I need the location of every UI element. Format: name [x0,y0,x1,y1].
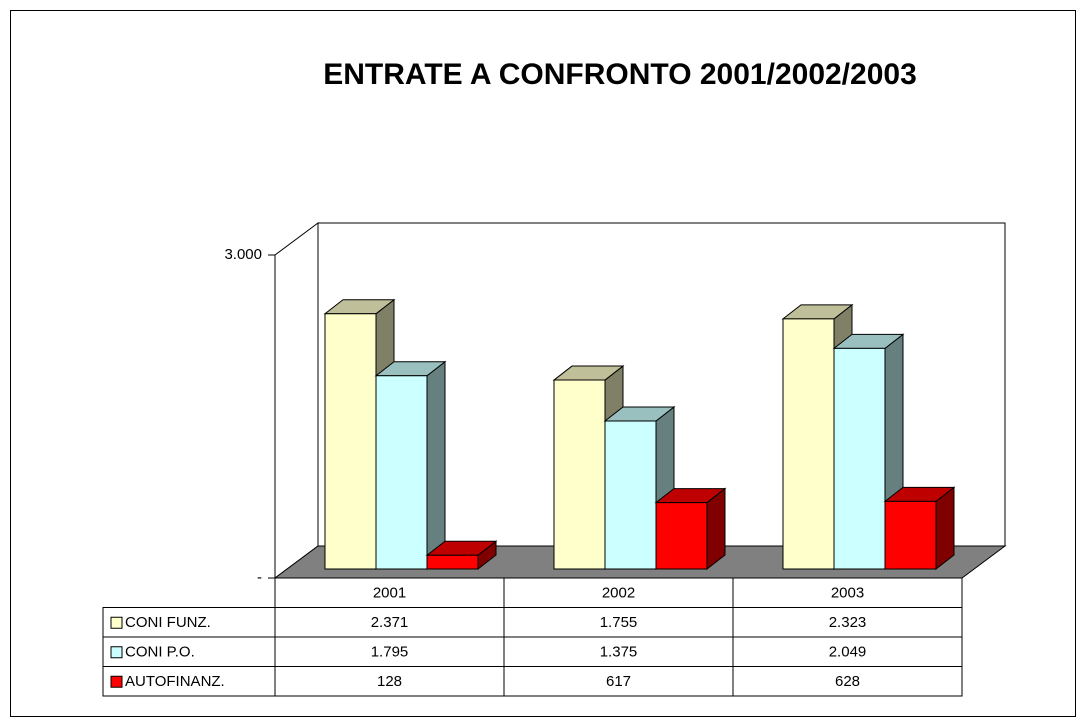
bar-front [655,502,708,570]
y-tick-label: - [257,569,262,586]
legend-label: CONI P.O. [125,644,195,661]
legend-label: CONI FUNZ. [125,614,211,631]
bar-front [604,420,657,570]
legend-label: AUTOFINANZ. [125,673,225,690]
x-tick-label: 2002 [602,585,635,602]
table-value: 2.371 [371,614,409,631]
bar-front [884,500,937,570]
table-value: 1.795 [371,644,409,661]
table-value: 617 [606,673,631,690]
table-value: 628 [835,673,860,690]
table-value: 2.049 [829,644,867,661]
bar [425,540,498,571]
bar-front [553,379,606,570]
bar [883,486,956,571]
table-value: 2.323 [829,614,867,631]
legend-swatch [110,616,123,629]
bar [374,360,447,571]
bar-front [833,347,886,570]
bar-front [426,554,479,570]
legend-swatch [110,675,123,688]
bar-front [324,313,377,570]
bar-front [782,318,835,570]
table-value: 128 [377,673,402,690]
legend-swatch [110,646,123,659]
x-tick-label: 2003 [831,585,864,602]
table-value: 1.755 [600,614,638,631]
y-tick-label: 3.000 [224,246,262,263]
bar-side [426,360,446,571]
side-wall [274,222,319,579]
bar [654,487,727,571]
table-value: 1.375 [600,644,638,661]
bar-front [375,375,428,570]
x-tick-label: 2001 [373,585,406,602]
chart-title: ENTRATE A CONFRONTO 2001/2002/2003 [323,58,917,91]
